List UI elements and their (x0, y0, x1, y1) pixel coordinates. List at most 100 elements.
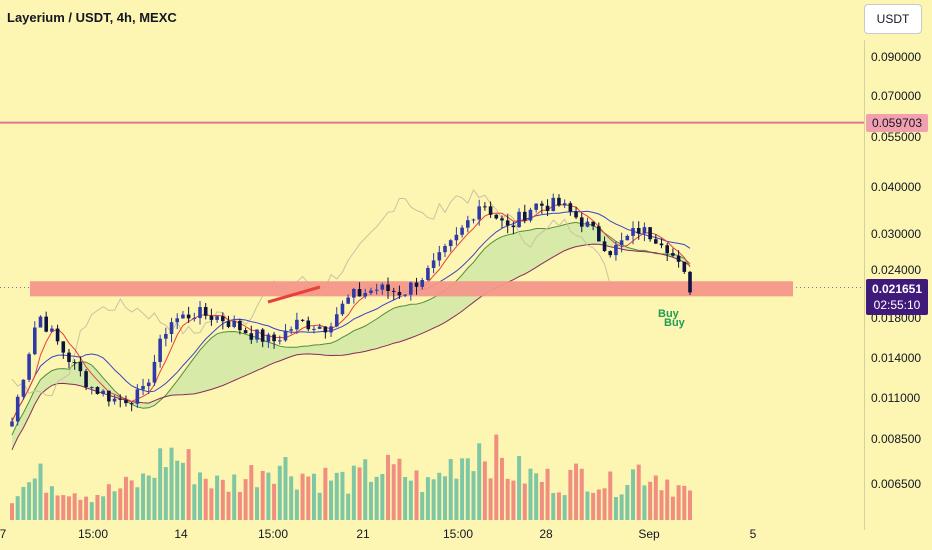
symbol-title: Layerium / USDT, 4h, MEXC (7, 10, 177, 25)
volume-bar (528, 468, 533, 520)
volume-bar (55, 495, 60, 520)
candle-body (471, 219, 476, 221)
candle-body (215, 316, 219, 320)
x-tick-label: 15:00 (77, 527, 109, 541)
volume-bar (89, 502, 94, 520)
volume-bar (625, 485, 630, 520)
candle-body (488, 206, 493, 215)
candle-body (562, 203, 567, 206)
volume-bar (562, 495, 567, 520)
volume-bar (272, 483, 277, 520)
candle-body (306, 320, 311, 330)
candle-body (32, 327, 37, 355)
volume-bar (317, 492, 322, 520)
volume-bar (135, 487, 140, 520)
candle-body (50, 328, 54, 332)
volume-bar (123, 476, 128, 520)
candle-body (158, 338, 162, 362)
x-tick-label: Sep (638, 527, 660, 541)
volume-bar (631, 469, 636, 520)
candle-body (192, 318, 197, 320)
candle-body (72, 362, 77, 364)
currency-button[interactable]: USDT (864, 4, 922, 34)
volume-bar (585, 491, 590, 520)
volume-bar (522, 483, 527, 520)
candle-body (483, 206, 487, 208)
volume-bar (266, 472, 271, 520)
candle-body (625, 235, 630, 241)
volume-bar (72, 493, 77, 520)
volume-bar (596, 489, 601, 520)
candle-body (38, 316, 43, 328)
candle-body (614, 245, 618, 256)
symbol-label: Layerium / USDT, 4h, MEXC (7, 10, 177, 25)
volume-bar (300, 473, 305, 520)
volume-bar (32, 478, 37, 520)
volume-bar (232, 474, 237, 520)
volume-bar (243, 479, 248, 520)
candle-body (597, 226, 601, 242)
volume-bar (380, 474, 385, 520)
candle-body (300, 319, 305, 321)
candle-body (505, 220, 510, 226)
volume-bar (66, 496, 71, 520)
y-tick-label: 0.055000 (871, 130, 922, 144)
volume-bar (556, 492, 561, 520)
candle-body (27, 354, 31, 380)
candle-body (101, 390, 105, 395)
volume-bar (203, 478, 208, 520)
volume-bar (602, 488, 607, 520)
volume-bar (534, 473, 539, 520)
volume-bar (591, 492, 596, 520)
candle-body (619, 240, 624, 246)
volume-bar (499, 457, 504, 520)
candle-body (186, 314, 191, 319)
volume-bar (106, 484, 111, 520)
tenkan-line (11, 204, 691, 422)
volume-bar (209, 488, 214, 520)
candle-body (209, 315, 214, 320)
volume-bar (112, 491, 117, 520)
y-tick-label: 0.040000 (871, 180, 922, 194)
candle-body (169, 322, 174, 335)
volume-bar (551, 492, 556, 520)
volume-bar (391, 464, 396, 520)
candle-body (334, 314, 339, 327)
candle-body (352, 289, 356, 298)
buy-signal-label: Buy (664, 317, 685, 329)
candle-body (682, 261, 687, 272)
candle-body (608, 251, 613, 256)
volume-bar (277, 465, 282, 520)
volume-bar (539, 481, 544, 520)
y-tick-label: 0.030000 (871, 227, 922, 241)
candle-body (164, 334, 168, 339)
candle-body (272, 334, 276, 342)
candle-body (688, 271, 692, 293)
candle-body (141, 386, 145, 390)
candle-body (266, 334, 271, 342)
candle-body (409, 282, 413, 295)
volume-bar (460, 458, 465, 520)
volume-bar (346, 493, 351, 520)
candle-body (124, 399, 128, 404)
candle-body (671, 253, 675, 256)
candle-body (67, 352, 71, 363)
candle-body (317, 326, 322, 329)
candle-body (642, 227, 647, 234)
y-tick-label: 0.008500 (871, 432, 922, 446)
volume-bar (198, 472, 203, 520)
candle-body (277, 340, 282, 342)
volume-bar (226, 491, 231, 520)
volume-bar (249, 465, 254, 520)
volume-bar (511, 480, 516, 520)
cloud-span-a (11, 221, 691, 436)
volume-bar (101, 496, 106, 520)
volume-bar (494, 434, 499, 520)
candle-body (44, 316, 48, 332)
candle-body (112, 398, 117, 402)
candle-body (522, 211, 527, 221)
candle-body (602, 241, 607, 252)
volume-bar (186, 449, 191, 520)
volume-bar (61, 495, 66, 520)
